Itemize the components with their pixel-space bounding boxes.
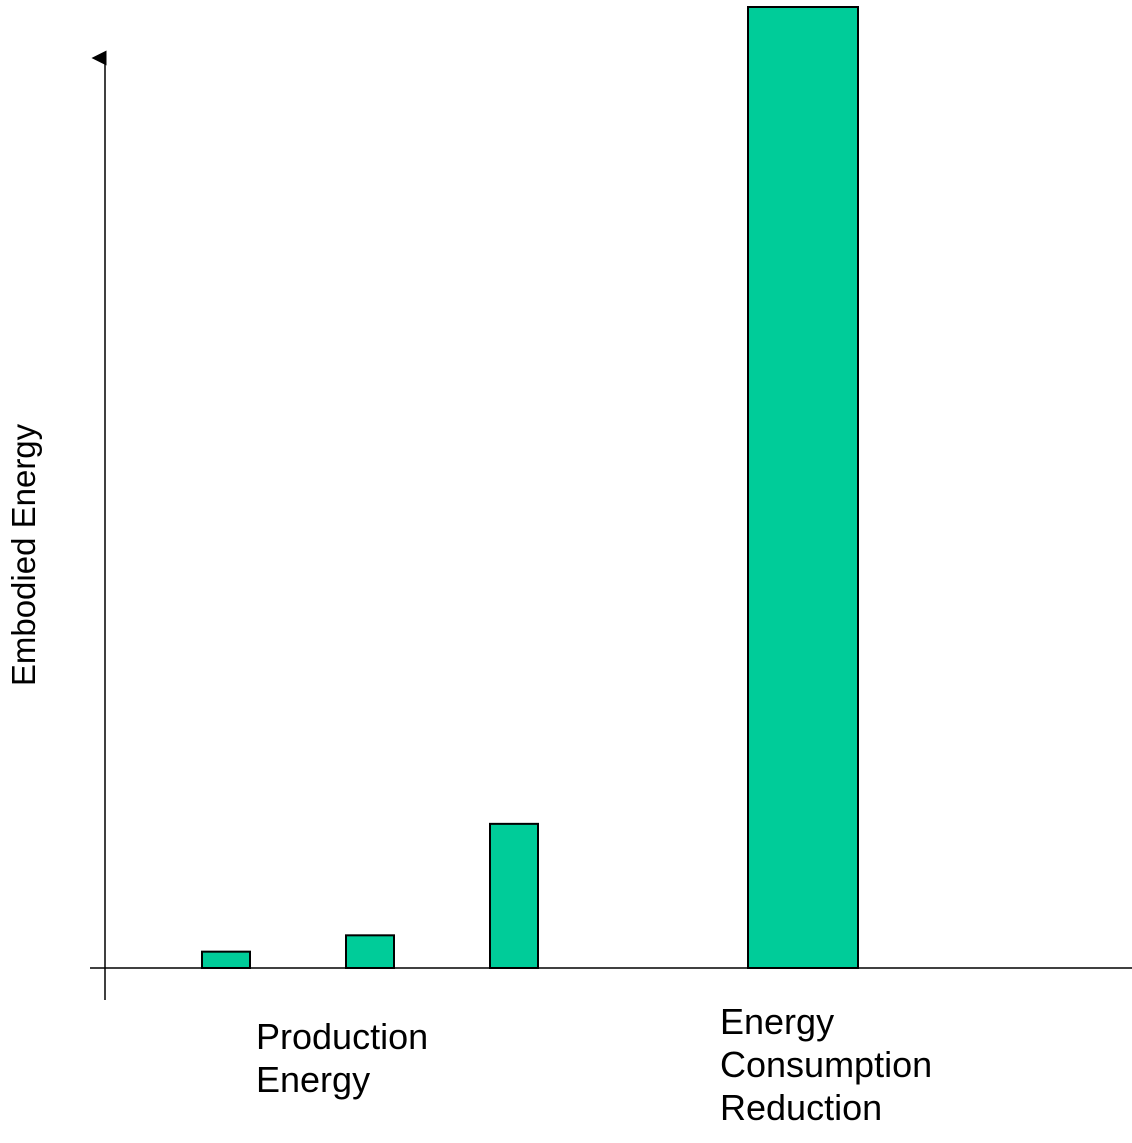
bar-2: [345, 934, 395, 969]
production-energy-label: Production Energy: [256, 1015, 428, 1101]
bar-3: [489, 822, 539, 969]
consumption-label-line-3: Reduction: [720, 1087, 883, 1129]
consumption-label-line-1: Energy: [720, 1001, 835, 1042]
consumption-label-line-2: Consumption: [720, 1044, 933, 1086]
bar-4: [747, 6, 859, 969]
y-axis-label-text: Embodied Energy: [5, 423, 42, 687]
bar-1: [201, 950, 251, 970]
production-label-line-1: Production: [256, 1016, 429, 1057]
production-label-line-2: Energy: [256, 1059, 371, 1101]
energy-consumption-reduction-label: Energy Consumption Reduction: [720, 1000, 932, 1130]
